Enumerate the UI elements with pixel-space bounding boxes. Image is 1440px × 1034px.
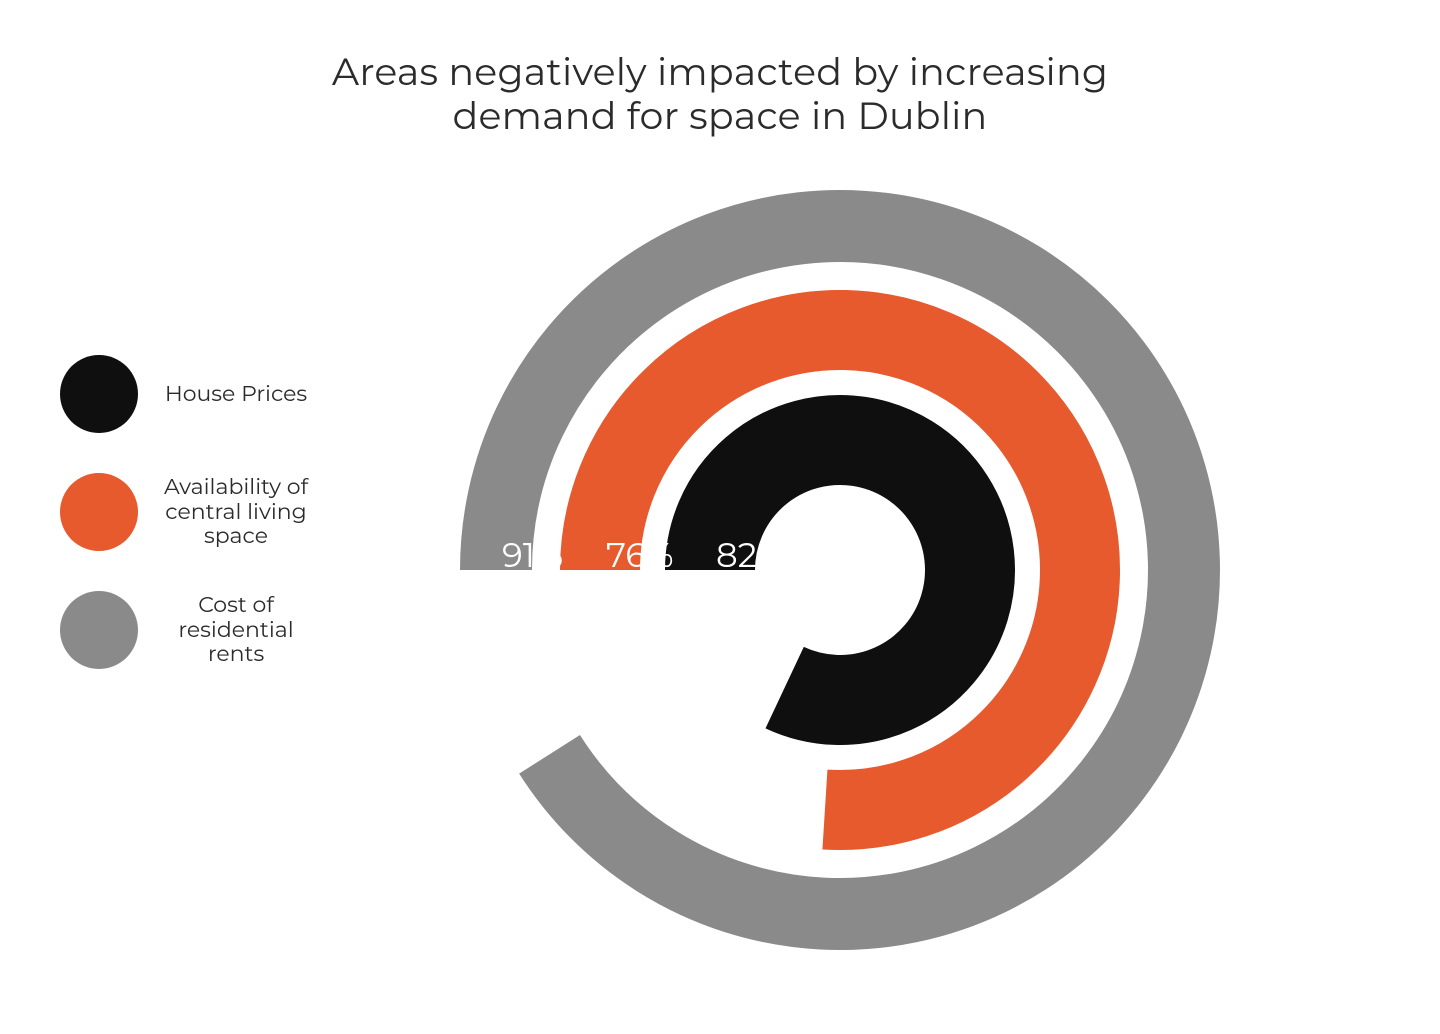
value-label-availability: 76%	[606, 534, 674, 576]
legend: House Prices Availability ofcentral livi…	[60, 355, 360, 709]
radial-chart: 91% 76% 82%	[430, 160, 1250, 980]
legend-swatch-cost-rents	[60, 591, 138, 669]
legend-swatch-house-prices	[60, 355, 138, 433]
chart-title: Areas negatively impacted by increasingd…	[0, 50, 1440, 137]
legend-label-cost-rents: Cost ofresidentialrents	[156, 593, 316, 667]
page-root: Areas negatively impacted by increasingd…	[0, 0, 1440, 1034]
legend-item-house-prices: House Prices	[60, 355, 360, 433]
legend-label-availability: Availability ofcentral livingspace	[156, 475, 316, 549]
value-label-house-prices: 82%	[716, 534, 786, 576]
value-label-cost-rents: 91%	[502, 534, 563, 576]
legend-item-cost-rents: Cost ofresidentialrents	[60, 591, 360, 669]
radial-chart-svg: 91% 76% 82%	[430, 160, 1250, 980]
legend-swatch-availability	[60, 473, 138, 551]
legend-label-house-prices: House Prices	[156, 382, 316, 407]
legend-item-availability: Availability ofcentral livingspace	[60, 473, 360, 551]
